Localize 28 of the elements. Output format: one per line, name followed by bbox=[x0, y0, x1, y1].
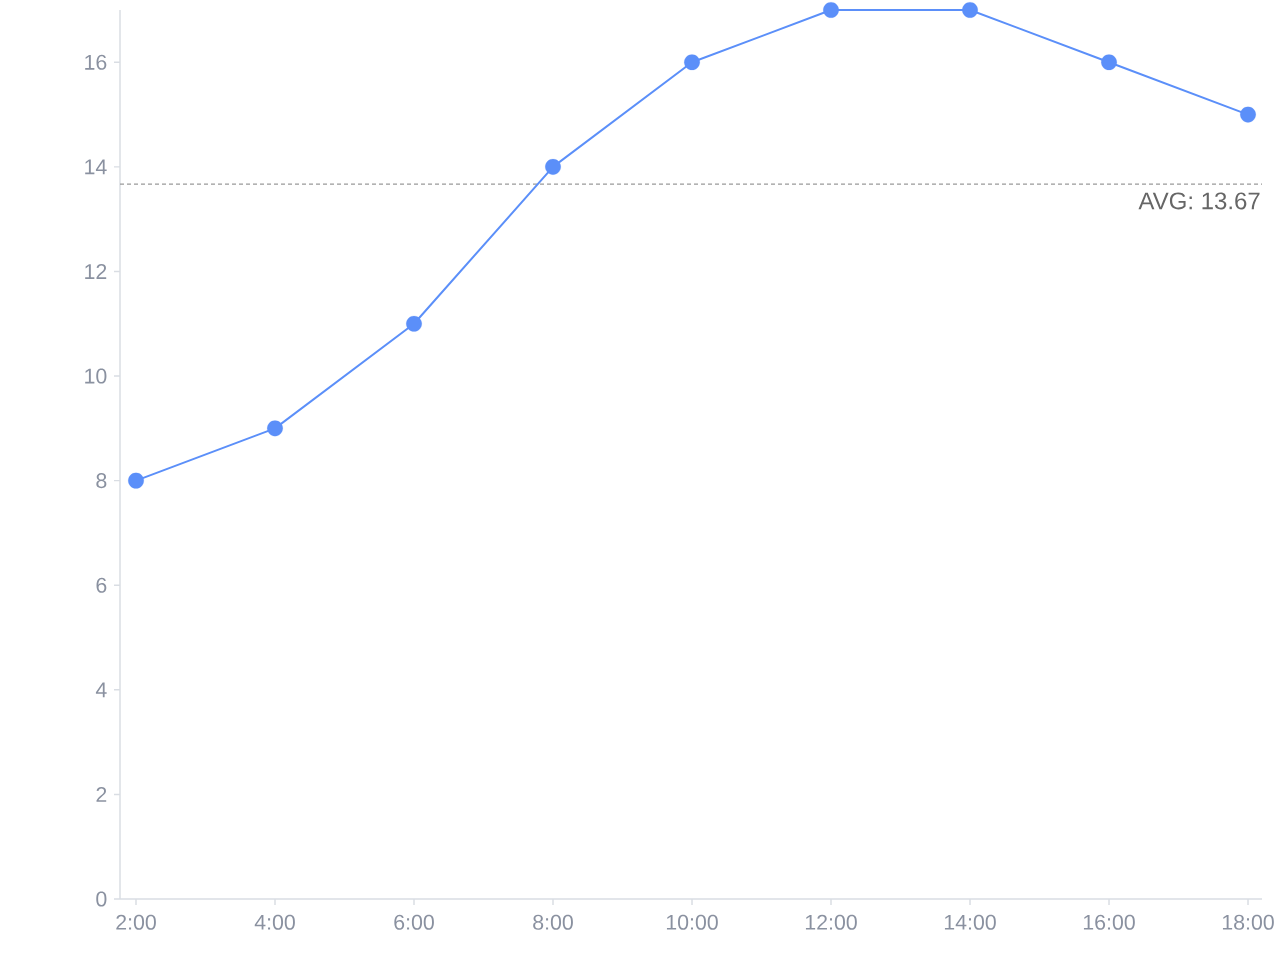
y-tick-label: 16 bbox=[85, 54, 107, 70]
y-tick-label: 0 bbox=[96, 891, 107, 907]
x-tick-label: 18:00 bbox=[1222, 914, 1274, 930]
x-tick-label: 4:00 bbox=[254, 914, 295, 930]
y-tick-label: 6 bbox=[96, 577, 107, 593]
point bbox=[823, 2, 839, 18]
y-tick-label: 10 bbox=[85, 368, 107, 384]
point bbox=[545, 158, 561, 175]
y-tick-label: 12 bbox=[85, 264, 107, 279]
point bbox=[1101, 54, 1117, 71]
y-tick-label: 4 bbox=[95, 682, 107, 698]
x-tick-label: 10:00 bbox=[666, 914, 718, 930]
y-tick-label: 2 bbox=[96, 786, 107, 802]
x-tick-label: 12:00 bbox=[805, 914, 857, 930]
x-tick-label: 2:00 bbox=[116, 914, 156, 930]
point bbox=[406, 315, 422, 332]
y-tick-label: 14 bbox=[85, 159, 107, 175]
x-tick-label: 8:00 bbox=[533, 914, 573, 930]
x-tick-label: 14:00 bbox=[944, 914, 996, 930]
point bbox=[962, 2, 978, 18]
y-tick-label: 8 bbox=[96, 473, 107, 489]
point bbox=[1240, 106, 1256, 123]
ref-line-label: AVG: 13.67 bbox=[1138, 192, 1260, 210]
x-tick-label: 16:00 bbox=[1083, 914, 1135, 930]
point bbox=[128, 472, 144, 489]
point bbox=[267, 420, 283, 437]
point bbox=[684, 54, 700, 71]
x-tick-label: 6:00 bbox=[394, 914, 434, 930]
